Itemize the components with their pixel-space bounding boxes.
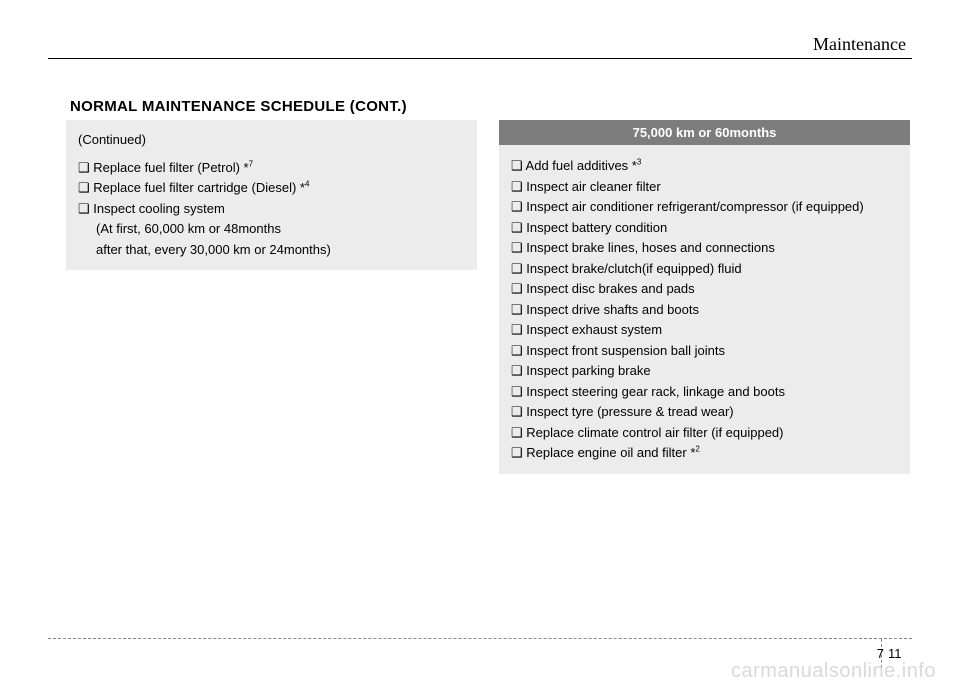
item-text: ❑ Replace fuel filter cartridge (Diesel)…: [78, 180, 305, 195]
item-text: ❑ Replace climate control air filter (if…: [511, 425, 784, 440]
list-item: ❑ Replace engine oil and filter *2: [511, 443, 898, 463]
item-text: ❑ Inspect air conditioner refrigerant/co…: [511, 199, 864, 214]
list-item: ❑ Replace fuel filter cartridge (Diesel)…: [78, 178, 465, 198]
header-rule: [48, 58, 912, 59]
list-item: ❑ Inspect exhaust system: [511, 320, 898, 340]
list-item: ❑ Inspect disc brakes and pads: [511, 279, 898, 299]
item-text: ❑ Inspect cooling system: [78, 201, 225, 216]
watermark: carmanualsonline.info: [731, 660, 936, 683]
item-text: ❑ Inspect drive shafts and boots: [511, 302, 699, 317]
list-item: ❑ Inspect brake lines, hoses and connect…: [511, 238, 898, 258]
page-index: 11: [884, 646, 906, 661]
page: Maintenance NORMAL MAINTENANCE SCHEDULE …: [0, 0, 960, 689]
section-name: Maintenance: [813, 34, 906, 55]
right-box: ❑ Add fuel additives *3 ❑ Inspect air cle…: [499, 145, 910, 474]
item-text: ❑ Replace fuel filter (Petrol) *: [78, 160, 249, 175]
footer-rule: [48, 638, 912, 639]
list-item: ❑ Replace climate control air filter (if…: [511, 423, 898, 443]
item-text: ❑ Inspect steering gear rack, linkage an…: [511, 384, 785, 399]
list-item: (At first, 60,000 km or 48months: [78, 219, 465, 239]
footnote-ref: 7: [249, 159, 253, 168]
item-text: (At first, 60,000 km or 48months: [96, 221, 281, 236]
continued-label: (Continued): [78, 130, 465, 150]
item-text: after that, every 30,000 km or 24months): [96, 242, 331, 257]
item-text: ❑ Add fuel additives *: [511, 158, 637, 173]
item-text: ❑ Inspect front suspension ball joints: [511, 343, 725, 358]
left-box: (Continued) ❑ Replace fuel filter (Petro…: [66, 120, 477, 270]
list-item: ❑ Replace fuel filter (Petrol) *7: [78, 158, 465, 178]
list-item: ❑ Inspect parking brake: [511, 361, 898, 381]
right-column: 75,000 km or 60months ❑ Add fuel additiv…: [499, 120, 910, 474]
list-item: ❑ Inspect air conditioner refrigerant/co…: [511, 197, 898, 217]
list-item: ❑ Inspect drive shafts and boots: [511, 300, 898, 320]
item-text: ❑ Inspect air cleaner filter: [511, 179, 661, 194]
item-text: ❑ Inspect brake lines, hoses and connect…: [511, 240, 775, 255]
item-text: ❑ Inspect parking brake: [511, 363, 651, 378]
item-text: ❑ Inspect battery condition: [511, 220, 667, 235]
footnote-ref: 3: [637, 158, 641, 167]
chapter-number: 7: [866, 646, 884, 661]
list-item: ❑ Add fuel additives *3: [511, 156, 898, 176]
item-text: ❑ Inspect exhaust system: [511, 322, 662, 337]
list-item: ❑ Inspect front suspension ball joints: [511, 341, 898, 361]
left-column: (Continued) ❑ Replace fuel filter (Petro…: [66, 120, 477, 474]
content-columns: (Continued) ❑ Replace fuel filter (Petro…: [66, 120, 910, 474]
list-item: ❑ Inspect tyre (pressure & tread wear): [511, 402, 898, 422]
list-item: ❑ Inspect cooling system: [78, 199, 465, 219]
list-item: ❑ Inspect steering gear rack, linkage an…: [511, 382, 898, 402]
item-text: ❑ Inspect brake/clutch(if equipped) flui…: [511, 261, 742, 276]
list-item: ❑ Inspect air cleaner filter: [511, 177, 898, 197]
list-item: ❑ Inspect battery condition: [511, 218, 898, 238]
footnote-ref: 2: [695, 445, 699, 454]
item-text: ❑ Inspect disc brakes and pads: [511, 281, 695, 296]
right-box-header: 75,000 km or 60months: [499, 120, 910, 145]
item-text: ❑ Inspect tyre (pressure & tread wear): [511, 404, 734, 419]
item-text: ❑ Replace engine oil and filter *: [511, 445, 695, 460]
list-item: ❑ Inspect brake/clutch(if equipped) flui…: [511, 259, 898, 279]
page-title: NORMAL MAINTENANCE SCHEDULE (CONT.): [70, 98, 407, 115]
footnote-ref: 4: [305, 180, 309, 189]
list-item: after that, every 30,000 km or 24months): [78, 240, 465, 260]
page-number: 711: [866, 646, 906, 661]
